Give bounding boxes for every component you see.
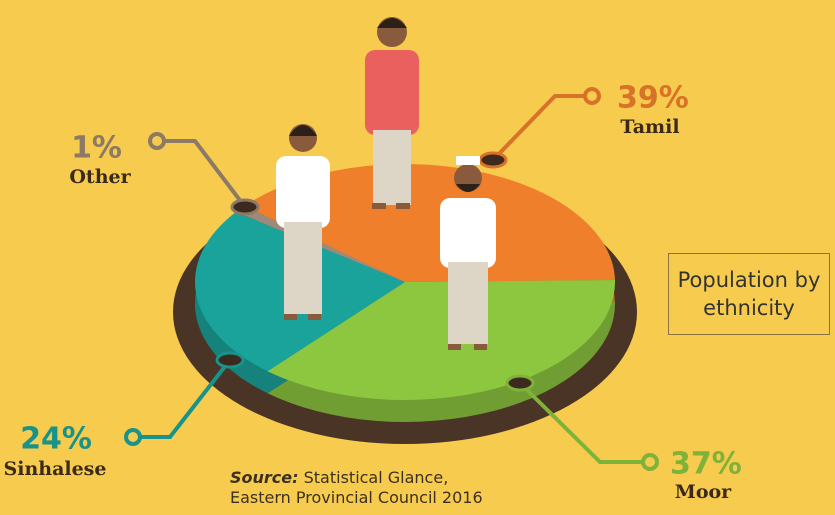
callout-dot <box>478 151 508 169</box>
value-label: 39% <box>617 81 689 116</box>
figure <box>365 17 419 209</box>
slice <box>244 163 615 282</box>
callout-dot <box>505 374 535 392</box>
source-line: Eastern Provincial Council 2016 <box>230 488 483 507</box>
source: Source: Statistical Glance, Eastern Prov… <box>230 468 483 508</box>
callout-line <box>141 358 232 439</box>
value-label: 1% <box>71 131 122 166</box>
value-label: 37% <box>670 447 742 482</box>
callout-dot <box>230 198 260 216</box>
callout-ring <box>583 87 601 105</box>
figure <box>440 156 496 350</box>
chart-title: Population by ethnicity <box>668 253 830 335</box>
category-label: Moor <box>675 481 732 503</box>
slice <box>267 279 615 400</box>
source-label: Source: <box>230 468 299 487</box>
figure <box>276 124 330 320</box>
category-label: Tamil <box>620 116 679 138</box>
category-label: Sinhalese <box>4 458 107 480</box>
callout-ring <box>124 428 142 446</box>
callout-line <box>518 381 642 464</box>
callout-line <box>165 139 247 209</box>
figures <box>276 17 496 350</box>
category-label: Other <box>69 166 131 188</box>
callout-dot <box>215 351 245 369</box>
source-line: Statistical Glance, <box>303 468 449 487</box>
callout-ring <box>641 453 659 471</box>
callout-line <box>491 94 584 162</box>
value-label: 24% <box>20 422 92 457</box>
callout-ring <box>148 132 166 150</box>
labels: 39%Tamil 37%Moor 24%Sinhalese 1%Other <box>4 81 742 504</box>
